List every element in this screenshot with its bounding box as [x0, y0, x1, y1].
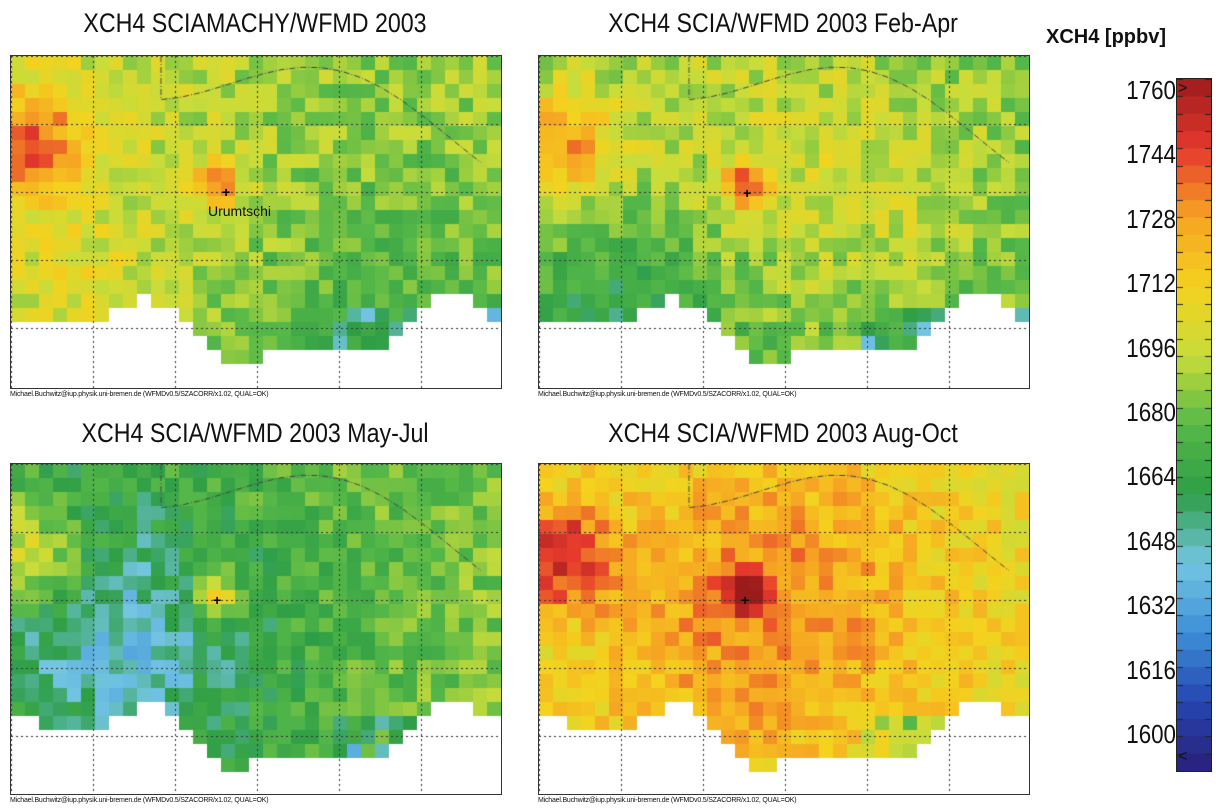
legend-bottom-mark: <	[1178, 748, 1188, 765]
city-marker-icon: +	[743, 185, 752, 201]
panel-title-annual: XCH4 SCIAMACHY/WFMD 2003	[83, 8, 427, 38]
credit-aug-oct: Michael.Buchwitz@iup.physik.uni-bremen.d…	[538, 797, 797, 804]
legend-tick-label: 1632	[1126, 590, 1176, 621]
map-canvas-feb-apr	[539, 56, 1029, 388]
legend-tick-label: 1648	[1126, 525, 1176, 556]
legend-tick-label: 1664	[1126, 461, 1176, 492]
legend-tick-label: 1760	[1126, 75, 1176, 105]
legend-top-mark: >	[1178, 80, 1188, 97]
city-label-urumtschi: Urumtschi	[208, 203, 272, 219]
city-marker-icon: +	[741, 592, 750, 608]
map-panel-feb-apr: +	[538, 55, 1030, 389]
color-scale-bar	[1176, 78, 1212, 772]
map-panel-may-jul: +	[10, 463, 502, 795]
legend-tick-label: 1616	[1126, 654, 1176, 685]
panel-title-aug-oct: XCH4 SCIA/WFMD 2003 Aug-Oct	[608, 418, 958, 448]
legend-tick-label: 1728	[1126, 203, 1176, 234]
panel-title-may-jul: XCH4 SCIA/WFMD 2003 May-Jul	[81, 418, 429, 448]
legend-title: XCH4 [ppbv]	[1046, 26, 1166, 48]
map-canvas-aug-oct	[539, 464, 1029, 794]
city-marker-icon: +	[222, 184, 231, 200]
credit-annual: Michael.Buchwitz@iup.physik.uni-bremen.d…	[10, 391, 269, 398]
map-panel-annual: + Urumtschi	[10, 55, 502, 389]
legend-tick-label: 1600	[1126, 719, 1176, 749]
legend-tick-label: 1680	[1126, 397, 1176, 427]
map-canvas-annual	[11, 56, 501, 388]
map-panel-aug-oct: +	[538, 463, 1030, 795]
panel-title-feb-apr: XCH4 SCIA/WFMD 2003 Feb-Apr	[608, 8, 958, 38]
credit-feb-apr: Michael.Buchwitz@iup.physik.uni-bremen.d…	[538, 391, 797, 398]
legend-tick-label: 1744	[1126, 139, 1176, 170]
city-marker-icon: +	[213, 592, 222, 608]
map-canvas-may-jul	[11, 464, 501, 794]
credit-may-jul: Michael.Buchwitz@iup.physik.uni-bremen.d…	[10, 797, 269, 804]
legend-tick-label: 1696	[1126, 332, 1176, 363]
legend-tick-label: 1712	[1126, 268, 1176, 299]
